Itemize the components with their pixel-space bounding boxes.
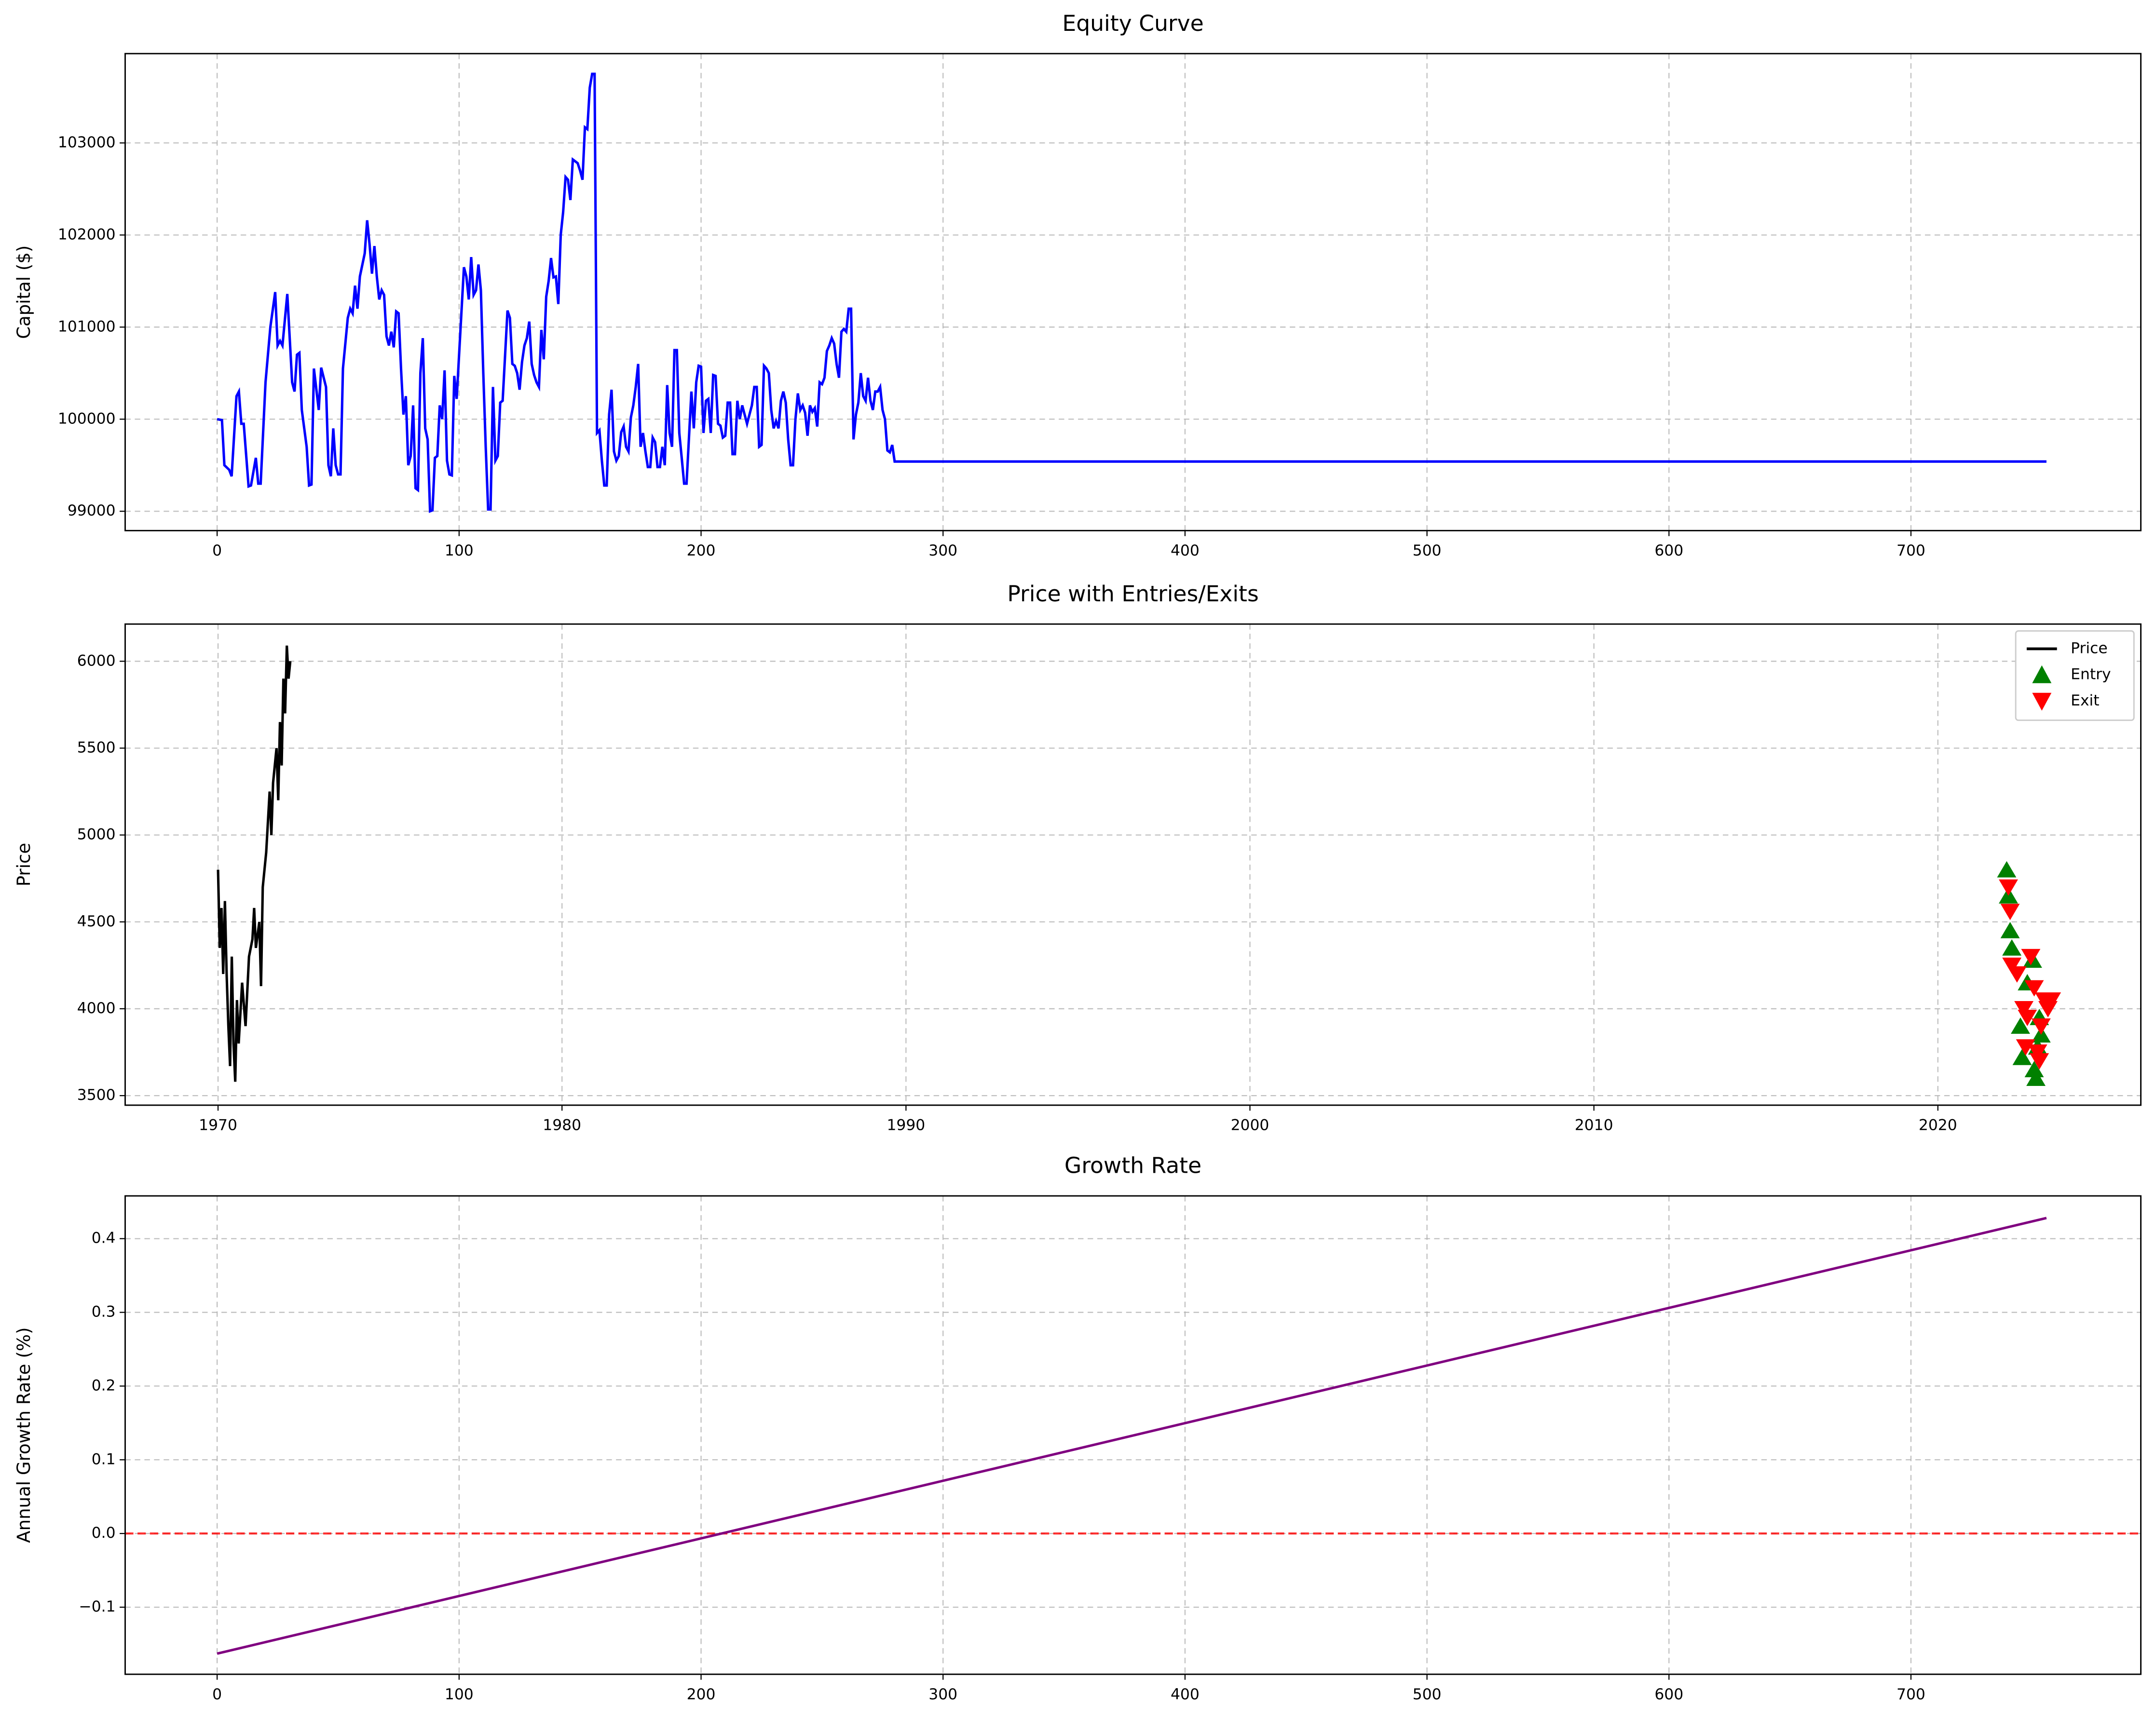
y-tick-label: 4500 xyxy=(77,913,116,930)
x-tick-label: 500 xyxy=(1413,542,1442,559)
y-tick-label: 102000 xyxy=(58,226,116,243)
marker xyxy=(2016,1039,2035,1056)
x-tick-label: 100 xyxy=(445,1686,474,1703)
marker xyxy=(2012,1048,2032,1065)
x-tick-label: 100 xyxy=(445,542,474,559)
marker xyxy=(2014,1001,2034,1017)
marker xyxy=(2031,1018,2051,1035)
marker xyxy=(2002,957,2022,974)
y-tick-label: 99000 xyxy=(68,502,116,519)
plot-area xyxy=(125,54,2141,531)
marker xyxy=(2018,1009,2037,1026)
plot-frame xyxy=(124,1195,2142,1675)
legend-swatch xyxy=(2032,665,2052,683)
x-tick-label: 400 xyxy=(1171,542,1200,559)
marker xyxy=(2028,1044,2047,1061)
data-line xyxy=(217,1217,2047,1655)
y-axis-label: Price xyxy=(14,843,34,886)
marker xyxy=(2024,1061,2044,1078)
plot-frame xyxy=(124,623,2142,1106)
x-tick-label: 600 xyxy=(1654,542,1683,559)
y-axis-label: Capital ($) xyxy=(14,245,34,339)
legend-swatch xyxy=(2032,692,2052,711)
marker xyxy=(2000,904,2020,921)
marker xyxy=(2026,1070,2046,1086)
legend-label: Price xyxy=(2071,640,2107,657)
y-tick-label: −0.1 xyxy=(79,1598,115,1615)
x-tick-label: 400 xyxy=(1171,1686,1200,1703)
marker xyxy=(2000,921,2020,938)
y-tick-label: 4000 xyxy=(77,1000,116,1017)
y-tick-label: 5000 xyxy=(77,826,116,843)
x-tick-label: 1990 xyxy=(887,1117,925,1134)
y-axis-label: Annual Growth Rate (%) xyxy=(14,1327,34,1543)
y-tick-label: 103000 xyxy=(58,134,116,151)
y-tick-label: 100000 xyxy=(58,410,116,427)
data-line xyxy=(217,645,292,1082)
y-tick-label: 0.4 xyxy=(92,1230,116,1247)
x-tick-label: 700 xyxy=(1897,1686,1925,1703)
marker xyxy=(2021,949,2041,965)
data-line xyxy=(217,72,2047,513)
x-tick-label: 300 xyxy=(928,542,957,559)
marker xyxy=(2030,1053,2049,1070)
chart-title: Growth Rate xyxy=(1064,1153,1201,1179)
marker xyxy=(2042,992,2061,1009)
x-tick-label: 300 xyxy=(928,1686,957,1703)
y-tick-label: 6000 xyxy=(77,652,116,669)
plot-frame xyxy=(124,53,2142,531)
x-tick-label: 200 xyxy=(687,1686,716,1703)
plot-area xyxy=(125,624,2141,1105)
y-tick-label: 5500 xyxy=(77,739,116,756)
x-tick-label: 500 xyxy=(1413,1686,1442,1703)
x-tick-label: 2020 xyxy=(1919,1117,1957,1134)
legend-label: Exit xyxy=(2071,692,2099,709)
x-tick-label: 0 xyxy=(212,542,222,559)
y-tick-label: 3500 xyxy=(77,1086,116,1104)
x-tick-label: 1970 xyxy=(199,1117,237,1134)
x-tick-label: 2010 xyxy=(1575,1117,1613,1134)
marker xyxy=(2024,980,2044,997)
marker xyxy=(2002,939,2022,956)
y-tick-label: 0.0 xyxy=(92,1524,116,1542)
y-tick-label: 0.1 xyxy=(92,1450,116,1468)
y-tick-label: 0.3 xyxy=(92,1303,116,1321)
y-tick-label: 101000 xyxy=(58,318,116,335)
x-tick-label: 200 xyxy=(687,542,716,559)
marker xyxy=(1997,861,2017,878)
marker xyxy=(2007,966,2027,983)
x-tick-label: 1980 xyxy=(543,1117,581,1134)
x-tick-label: 700 xyxy=(1897,542,1925,559)
x-tick-label: 0 xyxy=(212,1686,222,1703)
x-tick-label: 2000 xyxy=(1231,1117,1269,1134)
marker xyxy=(2010,1017,2030,1034)
legend-label: Entry xyxy=(2071,666,2111,683)
legend: Price Entry Exit xyxy=(2015,630,2135,721)
x-tick-label: 600 xyxy=(1654,1686,1683,1703)
chart-title: Price with Entries/Exits xyxy=(1007,581,1258,607)
marker xyxy=(1999,879,2018,896)
y-tick-label: 0.2 xyxy=(92,1377,116,1394)
chart-title: Equity Curve xyxy=(1062,11,1203,36)
